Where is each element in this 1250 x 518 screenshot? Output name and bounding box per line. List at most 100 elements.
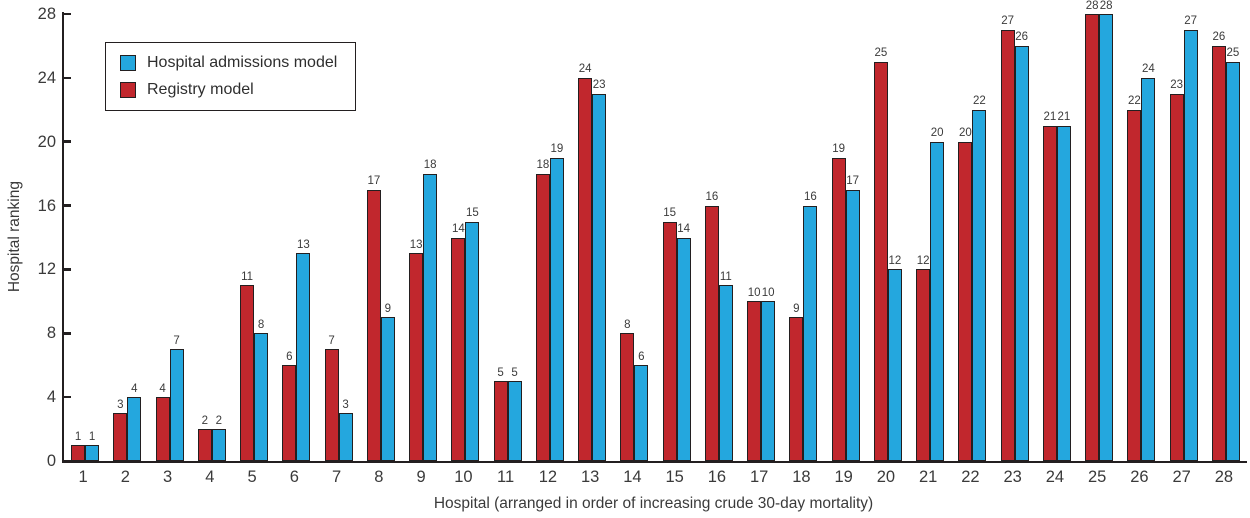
x-tick-label: 6 bbox=[289, 468, 299, 486]
bar-value-label: 11 bbox=[241, 270, 254, 283]
bar-value-label: 27 bbox=[1184, 15, 1198, 28]
bar-col: 11 bbox=[718, 271, 733, 461]
bar-col: 23 bbox=[592, 79, 607, 461]
bar-value-label: 21 bbox=[1043, 111, 1057, 124]
admissions-bar-5 bbox=[254, 333, 269, 461]
hospital-group-10: 14 15 bbox=[444, 12, 486, 461]
bar-col: 16 bbox=[704, 192, 719, 461]
bar-value-label: 8 bbox=[624, 318, 631, 331]
bar-value-label: 20 bbox=[958, 127, 972, 140]
registry-bar-12 bbox=[535, 173, 550, 461]
bar-value-label: 23 bbox=[592, 79, 606, 92]
x-tick-label: 14 bbox=[623, 468, 642, 486]
bar-col: 3 bbox=[113, 399, 128, 461]
y-tick bbox=[64, 268, 71, 271]
hospital-group-20: 25 12 bbox=[867, 12, 909, 461]
bar-value-label: 2 bbox=[215, 414, 223, 427]
admissions-bar-16 bbox=[718, 285, 733, 461]
x-tick-label: 15 bbox=[665, 468, 684, 486]
hospital-group-13: 24 23 bbox=[571, 12, 613, 461]
x-tick-label: 28 bbox=[1214, 468, 1234, 486]
legend-item-registry-model: Registry model bbox=[120, 81, 337, 99]
bar-col: 22 bbox=[972, 96, 987, 461]
x-tick-label: 26 bbox=[1130, 468, 1149, 486]
bar-value-label: 21 bbox=[1057, 111, 1071, 124]
admissions-bar-8 bbox=[380, 317, 395, 461]
bar-value-label: 4 bbox=[131, 382, 138, 395]
admissions-bar-7 bbox=[338, 413, 353, 461]
registry-bar-25 bbox=[1085, 14, 1100, 461]
admissions-bar-15 bbox=[676, 237, 691, 461]
bar-col: 14 bbox=[676, 223, 691, 461]
bar-col: 26 bbox=[1014, 31, 1029, 461]
hospital-group-26: 22 24 bbox=[1120, 12, 1162, 461]
admissions-bar-20 bbox=[887, 269, 902, 461]
admissions-bar-14 bbox=[634, 365, 649, 461]
admissions-bar-12 bbox=[549, 157, 564, 461]
bar-col: 3 bbox=[338, 398, 353, 461]
bar-value-label: 27 bbox=[1001, 15, 1015, 28]
admissions-bar-11 bbox=[507, 381, 522, 461]
registry-bar-26 bbox=[1127, 109, 1142, 461]
x-tick-label: 4 bbox=[205, 468, 215, 486]
y-tick bbox=[64, 140, 71, 143]
registry-bar-21 bbox=[916, 269, 931, 461]
x-tick-label: 27 bbox=[1172, 468, 1191, 486]
bar-col: 6 bbox=[282, 351, 297, 461]
bar-col: 10 bbox=[761, 287, 776, 461]
bar-col: 15 bbox=[662, 208, 677, 461]
bar-col: 4 bbox=[127, 382, 142, 461]
bar-value-label: 12 bbox=[888, 254, 902, 267]
x-tick-label: 22 bbox=[961, 468, 980, 486]
bar-col: 7 bbox=[324, 334, 339, 461]
hospital-group-12: 18 19 bbox=[529, 12, 571, 461]
bar-value-label: 8 bbox=[257, 318, 265, 331]
bar-col: 18 bbox=[535, 160, 550, 461]
bar-col: 12 bbox=[916, 255, 931, 461]
registry-bar-7 bbox=[324, 349, 339, 461]
registry-bar-10 bbox=[451, 237, 466, 461]
hospital-group-24: 21 21 bbox=[1036, 12, 1078, 461]
registry-bar-17 bbox=[747, 301, 762, 461]
bar-value-label: 3 bbox=[342, 398, 349, 411]
x-tick-label: 2 bbox=[120, 468, 130, 486]
admissions-bar-25 bbox=[1099, 14, 1114, 461]
y-tick-label: 12 bbox=[37, 260, 56, 279]
bar-col: 20 bbox=[930, 128, 945, 461]
y-tick-label: 20 bbox=[37, 132, 56, 151]
admissions-bar-6 bbox=[296, 253, 311, 461]
bar-col: 27 bbox=[1183, 15, 1198, 461]
registry-bar-14 bbox=[620, 333, 635, 461]
bar-col: 25 bbox=[873, 48, 888, 461]
admissions-bar-27 bbox=[1183, 29, 1198, 461]
bar-value-label: 1 bbox=[88, 430, 96, 443]
y-tick bbox=[64, 332, 71, 335]
bar-col: 8 bbox=[620, 318, 635, 461]
bar-value-label: 28 bbox=[1099, 0, 1113, 12]
legend-label: Registry model bbox=[147, 81, 254, 98]
x-tick-label: 24 bbox=[1045, 468, 1065, 486]
registry-bar-6 bbox=[282, 365, 297, 461]
admissions-bar-22 bbox=[972, 109, 987, 461]
y-tick bbox=[64, 395, 71, 399]
y-tick-label: 24 bbox=[37, 68, 56, 87]
bar-col: 17 bbox=[845, 176, 860, 461]
bar-value-label: 26 bbox=[1015, 31, 1029, 44]
bar-value-label: 9 bbox=[384, 302, 392, 315]
bar-value-label: 19 bbox=[832, 143, 846, 156]
admissions-bar-10 bbox=[465, 221, 480, 461]
admissions-bar-2 bbox=[127, 397, 142, 461]
registry-bar-18 bbox=[789, 317, 804, 461]
bar-col: 16 bbox=[803, 192, 818, 461]
registry-bar-1 bbox=[71, 445, 86, 461]
x-tick-label: 25 bbox=[1087, 468, 1107, 486]
bar-col: 17 bbox=[366, 176, 381, 461]
registry-bar-16 bbox=[704, 205, 719, 461]
registry-bar-2 bbox=[113, 413, 128, 461]
bar-col: 5 bbox=[507, 367, 522, 461]
bar-value-label: 7 bbox=[328, 334, 335, 347]
hospital-group-18: 9 16 bbox=[782, 12, 824, 461]
